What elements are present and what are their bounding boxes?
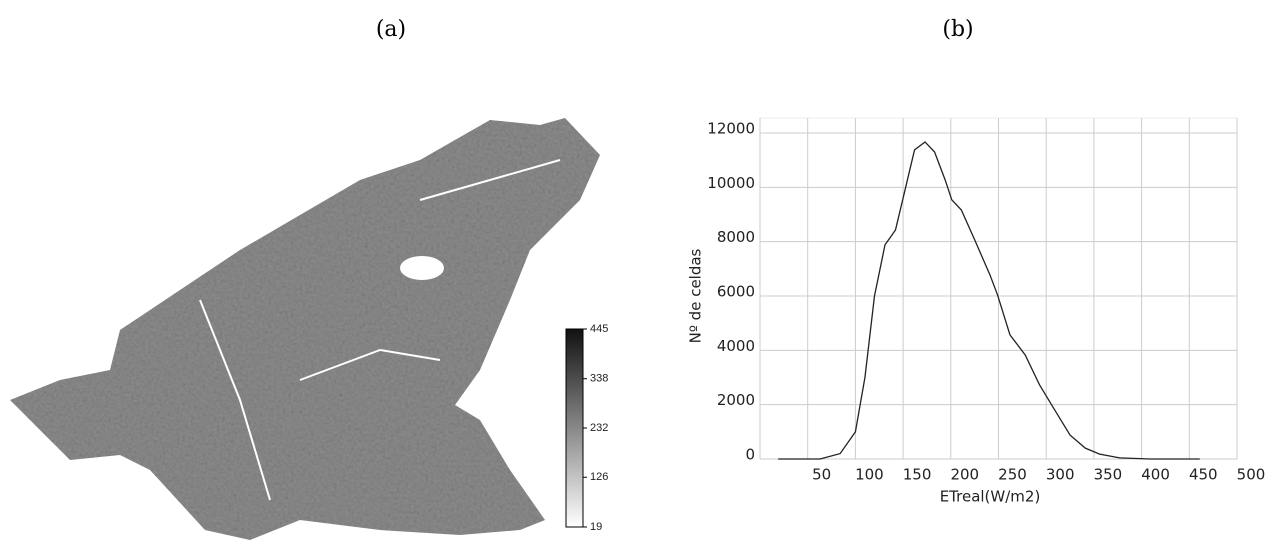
panel-label: (b) — [942, 17, 973, 42]
map-hole — [400, 256, 444, 280]
y-axis-title: Nº de celdas — [687, 248, 705, 343]
map — [10, 118, 600, 540]
y-tick-label: 10000 — [707, 174, 755, 192]
colorbar — [565, 328, 584, 528]
colorbar-label: 19 — [590, 521, 602, 533]
x-tick-label: 50 — [812, 466, 831, 484]
panel-label: (a) — [376, 17, 406, 42]
x-tick-label: 350 — [1094, 466, 1123, 484]
x-tick-label: 200 — [950, 466, 979, 484]
colorbar-label: 126 — [590, 471, 608, 483]
x-tick-label: 300 — [1046, 466, 1075, 484]
x-tick-label: 450 — [1189, 466, 1218, 484]
y-tick-label: 2000 — [717, 391, 755, 409]
x-tick-label: 100 — [855, 466, 884, 484]
x-tick-label: 150 — [903, 466, 932, 484]
y-tick-label: 6000 — [717, 283, 755, 301]
x-tick-label: 500 — [1237, 466, 1266, 484]
x-tick-label: 400 — [1141, 466, 1170, 484]
y-tick-label: 4000 — [717, 337, 755, 355]
y-tick-label: 0 — [745, 446, 755, 464]
colorbar-label: 232 — [590, 422, 608, 434]
y-tick-label: 12000 — [707, 120, 755, 138]
colorbar-label: 445 — [590, 323, 608, 335]
x-tick-label: 250 — [998, 466, 1027, 484]
map-road — [199, 159, 561, 501]
x-axis-title: ETreal(W/m2) — [940, 488, 1041, 506]
colorbar-label: 338 — [590, 373, 608, 385]
line — [778, 141, 1200, 460]
y-tick-label: 8000 — [717, 228, 755, 246]
